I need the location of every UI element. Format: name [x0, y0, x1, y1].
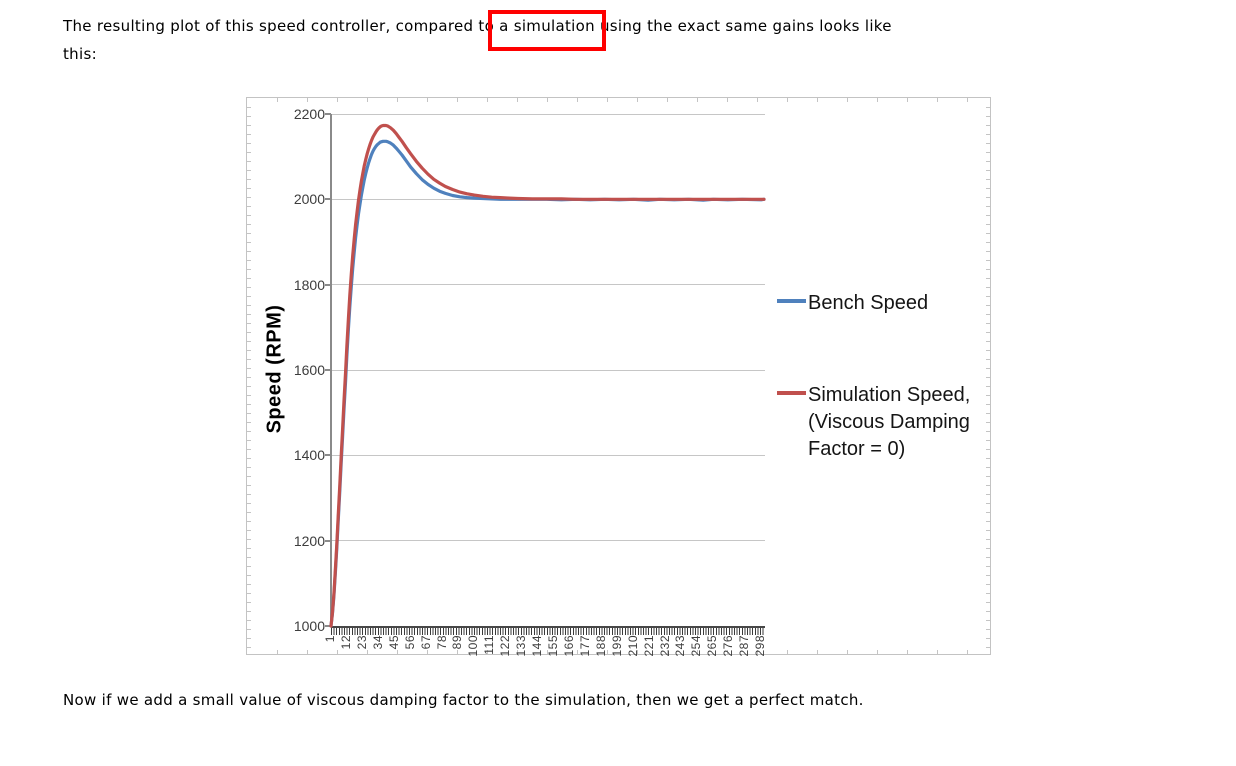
- chart-bottom-tick-border: [248, 650, 989, 654]
- series-plot: [329, 123, 766, 628]
- chart-right-tick-border: [986, 99, 990, 653]
- y-axis-tick: [325, 198, 331, 201]
- speed-chart: 1000 1200 1400 1600 1800 2000 2200 1 12 23 34 45 56 6…: [246, 97, 991, 657]
- legend-item-bench-speed: Bench Speed: [777, 290, 928, 317]
- bench-speed-line: [329, 139, 766, 628]
- chart-left-tick-border: [247, 99, 251, 653]
- y-axis-tick: [325, 454, 331, 457]
- y-gridline: [331, 113, 765, 115]
- y-axis-line: [330, 114, 332, 627]
- legend-label-simulation-speed-viscous-dampi: Simulation Speed, (Viscous Damping Factor …: [808, 384, 971, 460]
- simulation-speed-viscous-dampi-line: [329, 123, 766, 628]
- y-axis-tick: [325, 369, 331, 371]
- x-axis-tick-ruler: [331, 626, 765, 635]
- y-gridline: [331, 284, 765, 286]
- legend-swatch-simulation-speed-viscous-dampi: [777, 391, 806, 395]
- annotation-box: a simulation: [488, 10, 606, 51]
- y-axis-label: 2200: [293, 106, 325, 122]
- chart-top-tick-border: [248, 98, 989, 102]
- y-axis-label: 1400: [293, 447, 325, 464]
- y-gridline: [331, 454, 765, 456]
- y-axis-label: 1600: [293, 362, 325, 378]
- annotation-boxed-text: a simulation: [499, 17, 595, 35]
- y-gridline: [331, 369, 765, 371]
- closing-paragraph: Now if we add a small value of viscous d…: [63, 691, 864, 709]
- intro-paragraph-line2: this:: [63, 45, 97, 63]
- intro-text-before: The resulting plot of this speed control…: [63, 17, 500, 35]
- legend-swatch-bench-speed: [777, 299, 806, 303]
- y-axis-tick: [325, 539, 331, 542]
- y-axis-tick: [325, 625, 331, 627]
- y-axis-label: 1000: [293, 618, 325, 634]
- intro-text-after: using the exact same gains looks like: [594, 17, 892, 35]
- legend-label-bench-speed: Bench Speed: [808, 292, 929, 314]
- y-axis-label: 1800: [293, 276, 325, 293]
- y-axis-label: 1200: [293, 532, 325, 549]
- legend-item-simulation-speed-viscous-dampi: Simulation Speed, (Viscous Damping Factor …: [777, 382, 970, 463]
- y-axis-tick: [325, 283, 331, 286]
- y-axis-label: 2000: [293, 191, 325, 208]
- y-gridline: [331, 540, 765, 542]
- y-axis-tick: [325, 113, 331, 115]
- intro-paragraph-line1: The resulting plot of this speed control…: [63, 10, 892, 51]
